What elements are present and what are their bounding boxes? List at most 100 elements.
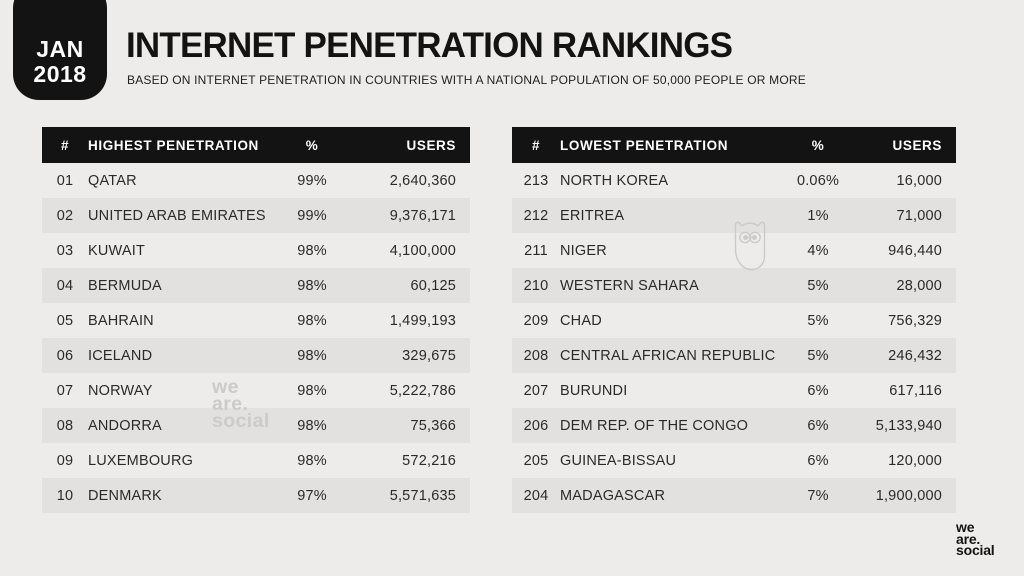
cell-rank: 213 xyxy=(523,172,549,189)
cell-country: NIGER xyxy=(560,242,607,259)
cell-pct: 1% xyxy=(807,207,829,224)
cell-users: 60,125 xyxy=(410,277,456,294)
table-row: 210 WESTERN SAHARA 5% 28,000 xyxy=(512,268,956,303)
table-row: 212 ERITREA 1% 71,000 xyxy=(512,198,956,233)
cell-pct: 5% xyxy=(807,312,829,329)
cell-country: ANDORRA xyxy=(88,417,162,434)
column-header-country: LOWEST PENETRATION xyxy=(560,137,729,153)
cell-users: 5,133,940 xyxy=(875,417,942,434)
table-row: 206 DEM REP. OF THE CONGO 6% 5,133,940 xyxy=(512,408,956,443)
table-row: 09 LUXEMBOURG 98% 572,216 xyxy=(42,443,470,478)
cell-rank: 209 xyxy=(523,312,549,329)
cell-rank: 207 xyxy=(523,382,549,399)
cell-rank: 07 xyxy=(56,382,74,399)
cell-pct: 98% xyxy=(297,452,327,469)
watermark-line: we xyxy=(212,376,239,398)
cell-users: 617,116 xyxy=(889,382,942,399)
highest-penetration-table: # HIGHEST PENETRATION % USERS 01 QATAR 99%… xyxy=(42,127,470,513)
column-header-rank: # xyxy=(60,137,70,153)
cell-users: 756,329 xyxy=(888,312,942,329)
cell-users: 1,499,193 xyxy=(389,312,456,329)
cell-pct: 98% xyxy=(297,417,327,434)
cell-country: MADAGASCAR xyxy=(560,487,666,504)
table-row: 08 ANDORRA 98% 75,366 xyxy=(42,408,470,443)
column-header-users: USERS xyxy=(892,137,942,153)
cell-rank: 01 xyxy=(56,172,74,189)
page-subtitle: BASED ON INTERNET PENETRATION IN COUNTRI… xyxy=(127,73,806,87)
we-are-social-logo: we are. social xyxy=(956,520,995,558)
cell-users: 329,675 xyxy=(402,347,456,364)
cell-users: 2,640,360 xyxy=(389,172,456,189)
watermark-line: social xyxy=(212,410,270,432)
table-row: 209 CHAD 5% 756,329 xyxy=(512,303,956,338)
column-header-rank: # xyxy=(531,137,541,153)
table-body: 01 QATAR 99% 2,640,360 02 UNITED ARAB EMIRATE… xyxy=(42,163,470,513)
table-row: 05 BAHRAIN 98% 1,499,193 xyxy=(42,303,470,338)
cell-pct: 5% xyxy=(807,347,829,364)
cell-country: CHAD xyxy=(560,312,602,329)
table-row: 213 NORTH KOREA 0.06% 16,000 xyxy=(512,163,956,198)
table-row: 10 DENMARK 97% 5,571,635 xyxy=(42,478,470,513)
cell-pct: 0.06% xyxy=(796,172,840,189)
cell-country: BAHRAIN xyxy=(88,312,154,329)
cell-pct: 99% xyxy=(297,207,327,224)
cell-users: 28,000 xyxy=(896,277,942,294)
cell-country: NORWAY xyxy=(88,382,153,399)
table-row: 07 NORWAY 98% 5,222,786 xyxy=(42,373,470,408)
cell-rank: 210 xyxy=(523,277,549,294)
cell-pct: 97% xyxy=(297,487,327,504)
column-header-percent: % xyxy=(305,137,319,153)
cell-pct: 6% xyxy=(807,417,829,434)
cell-rank: 205 xyxy=(523,452,549,469)
cell-rank: 08 xyxy=(56,417,74,434)
table-header-row: # LOWEST PENETRATION % USERS xyxy=(512,127,956,163)
cell-rank: 05 xyxy=(56,312,74,329)
cell-pct: 98% xyxy=(297,312,327,329)
cell-country: KUWAIT xyxy=(88,242,146,259)
table-row: 205 GUINEA-BISSAU 6% 120,000 xyxy=(512,443,956,478)
cell-users: 5,571,635 xyxy=(389,487,456,504)
table-row: 208 CENTRAL AFRICAN REPUBLIC 5% 246,432 xyxy=(512,338,956,373)
cell-country: CENTRAL AFRICAN REPUBLIC xyxy=(560,347,776,364)
page-title: INTERNET PENETRATION RANKINGS xyxy=(126,26,733,65)
column-header-percent: % xyxy=(811,137,825,153)
badge-year: 2018 xyxy=(33,61,87,87)
cell-pct: 98% xyxy=(297,277,327,294)
lowest-penetration-table: # LOWEST PENETRATION % USERS 213 NORTH KO… xyxy=(512,127,956,513)
table-row: 207 BURUNDI 6% 617,116 xyxy=(512,373,956,408)
cell-pct: 5% xyxy=(807,277,829,294)
cell-rank: 04 xyxy=(56,277,74,294)
cell-country: BERMUDA xyxy=(88,277,162,294)
cell-country: DENMARK xyxy=(88,487,162,504)
cell-users: 572,216 xyxy=(402,452,456,469)
column-header-country: HIGHEST PENETRATION xyxy=(88,137,259,153)
cell-users: 246,432 xyxy=(888,347,942,364)
table-header-row: # HIGHEST PENETRATION % USERS xyxy=(42,127,470,163)
cell-country: ERITREA xyxy=(560,207,625,224)
table-row: 03 KUWAIT 98% 4,100,000 xyxy=(42,233,470,268)
date-badge: JAN 2018 xyxy=(13,0,107,100)
table-row: 06 ICELAND 98% 329,675 xyxy=(42,338,470,373)
cell-country: LUXEMBOURG xyxy=(88,452,194,469)
table-row: 204 MADAGASCAR 7% 1,900,000 xyxy=(512,478,956,513)
cell-rank: 208 xyxy=(523,347,549,364)
cell-country: UNITED ARAB EMIRATES xyxy=(88,207,266,224)
cell-pct: 4% xyxy=(807,242,829,259)
cell-country: DEM REP. OF THE CONGO xyxy=(560,417,749,434)
logo-line: social xyxy=(956,542,995,558)
cell-country: QATAR xyxy=(88,172,137,189)
cell-country: BURUNDI xyxy=(560,382,628,399)
table-row: 02 UNITED ARAB EMIRATES 99% 9,376,171 xyxy=(42,198,470,233)
cell-rank: 206 xyxy=(523,417,549,434)
badge-month: JAN xyxy=(36,36,84,62)
cell-pct: 7% xyxy=(807,487,829,504)
table-row: 04 BERMUDA 98% 60,125 xyxy=(42,268,470,303)
cell-users: 4,100,000 xyxy=(389,242,456,259)
cell-rank: 03 xyxy=(56,242,74,259)
watermark-line: are. xyxy=(212,393,249,415)
table-row: 01 QATAR 99% 2,640,360 xyxy=(42,163,470,198)
cell-pct: 6% xyxy=(807,452,829,469)
cell-country: WESTERN SAHARA xyxy=(560,277,699,294)
cell-rank: 06 xyxy=(56,347,74,364)
